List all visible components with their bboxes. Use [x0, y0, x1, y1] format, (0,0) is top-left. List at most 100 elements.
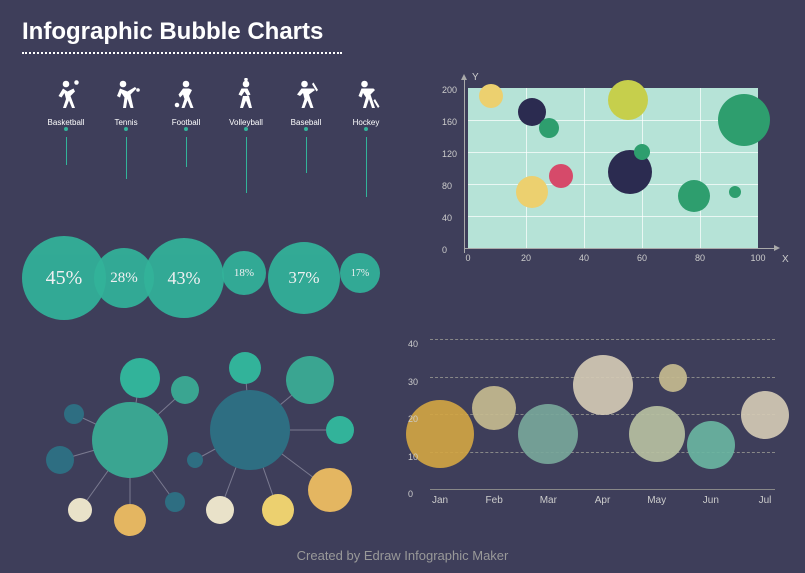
timeline-bubble: [629, 406, 685, 462]
y-tick-label: 0: [442, 245, 447, 251]
timeline-bubble: [472, 386, 516, 430]
scatter-bubble: [729, 186, 741, 198]
x-tick-label: Jul: [759, 495, 772, 506]
x-tick-label: May: [647, 495, 666, 506]
y-tick-label: 160: [442, 117, 457, 123]
page-title: Infographic Bubble Charts: [22, 18, 323, 46]
grid-line: [468, 120, 758, 121]
timeline-plot-area: [430, 340, 775, 490]
x-tick-label: 40: [579, 253, 589, 263]
timeline-bubble-chart: 010203040JanFebMarAprMayJunJul: [400, 340, 780, 530]
x-tick-label: Jan: [432, 495, 448, 506]
network-node: [165, 492, 185, 512]
timeline-bubble: [741, 391, 789, 439]
sport-label: Basketball: [46, 118, 86, 127]
network-node: [308, 468, 352, 512]
connector-line: [126, 137, 127, 179]
timeline-bubble: [573, 355, 633, 415]
sport-silhouette-icon: [48, 78, 84, 114]
scatter-bubble: [549, 164, 573, 188]
grid-line: [584, 88, 585, 248]
network-node: [120, 358, 160, 398]
x-tick-label: Apr: [595, 495, 611, 506]
connector-line: [306, 137, 307, 173]
sport-label: Tennis: [106, 118, 146, 127]
footer-credit: Created by Edraw Infographic Maker: [0, 548, 805, 563]
x-tick-label: 20: [521, 253, 531, 263]
connector-dot: [184, 127, 188, 131]
connector-dot: [244, 127, 248, 131]
y-axis-arrow-icon: [461, 74, 467, 80]
scatter-bubble: [634, 144, 650, 160]
network-node: [229, 352, 261, 384]
x-tick-label: 80: [695, 253, 705, 263]
x-tick-label: 0: [465, 253, 470, 263]
grid-line: [700, 88, 701, 248]
sport-silhouette-icon: [288, 78, 324, 114]
sport-label: Volleyball: [226, 118, 266, 127]
y-tick-label: 200: [442, 85, 457, 91]
x-tick-label: Mar: [540, 495, 557, 506]
y-tick-label: 30: [408, 377, 418, 387]
scatter-bubble: [678, 180, 710, 212]
x-tick-label: Feb: [486, 495, 503, 506]
sport-column: Baseball: [286, 78, 326, 173]
y-axis-label: Y: [472, 72, 479, 83]
sport-label: Football: [166, 118, 206, 127]
sport-silhouette-icon: [108, 78, 144, 114]
network-bubble-chart: [20, 330, 380, 540]
sport-column: Football: [166, 78, 206, 167]
y-tick-label: 40: [408, 339, 418, 349]
timeline-x-axis: [430, 489, 775, 490]
scatter-x-axis: [464, 248, 774, 249]
sport-column: Basketball: [46, 78, 86, 165]
scatter-bubble: [516, 176, 548, 208]
network-node: [210, 390, 290, 470]
network-node: [286, 356, 334, 404]
sport-silhouette-icon: [228, 78, 264, 114]
sport-column: Hockey: [346, 78, 386, 197]
sport-column: Tennis: [106, 78, 146, 179]
y-tick-label: 80: [442, 181, 452, 187]
grid-line: [430, 339, 775, 340]
y-tick-label: 120: [442, 149, 457, 155]
connector-dot: [364, 127, 368, 131]
sport-bubble: 18%: [222, 251, 266, 295]
network-node: [46, 446, 74, 474]
sport-bubble: 43%: [144, 238, 224, 318]
connector-line: [366, 137, 367, 197]
scatter-bubble: [608, 80, 648, 120]
network-node: [114, 504, 146, 536]
sport-silhouette-icon: [348, 78, 384, 114]
title-underline: [22, 52, 342, 54]
sport-bubble: 17%: [340, 253, 380, 293]
connector-dot: [64, 127, 68, 131]
grid-line: [468, 152, 758, 153]
network-node: [68, 498, 92, 522]
scatter-y-axis: [464, 78, 465, 253]
connector-dot: [304, 127, 308, 131]
sport-bubble: 37%: [268, 242, 340, 314]
sport-silhouette-icon: [168, 78, 204, 114]
network-node: [64, 404, 84, 424]
scatter-bubble: [718, 94, 770, 146]
scatter-bubble: [479, 84, 503, 108]
connector-dot: [124, 127, 128, 131]
network-node: [206, 496, 234, 524]
timeline-bubble: [687, 421, 735, 469]
network-node: [187, 452, 203, 468]
y-tick-label: 10: [408, 452, 418, 462]
connector-line: [246, 137, 247, 193]
network-node: [92, 402, 168, 478]
x-tick-label: 100: [750, 253, 765, 263]
sports-bubble-chart: Basketball45%Tennis28%Football43%Volleyb…: [28, 78, 388, 258]
network-node: [171, 376, 199, 404]
scatter-plot-area: [468, 88, 758, 248]
x-axis-arrow-icon: [774, 245, 780, 251]
sport-column: Volleyball: [226, 78, 266, 193]
network-node: [262, 494, 294, 526]
grid-line: [468, 216, 758, 217]
y-tick-label: 0: [408, 489, 413, 499]
y-tick-label: 40: [442, 213, 452, 219]
sport-label: Baseball: [286, 118, 326, 127]
